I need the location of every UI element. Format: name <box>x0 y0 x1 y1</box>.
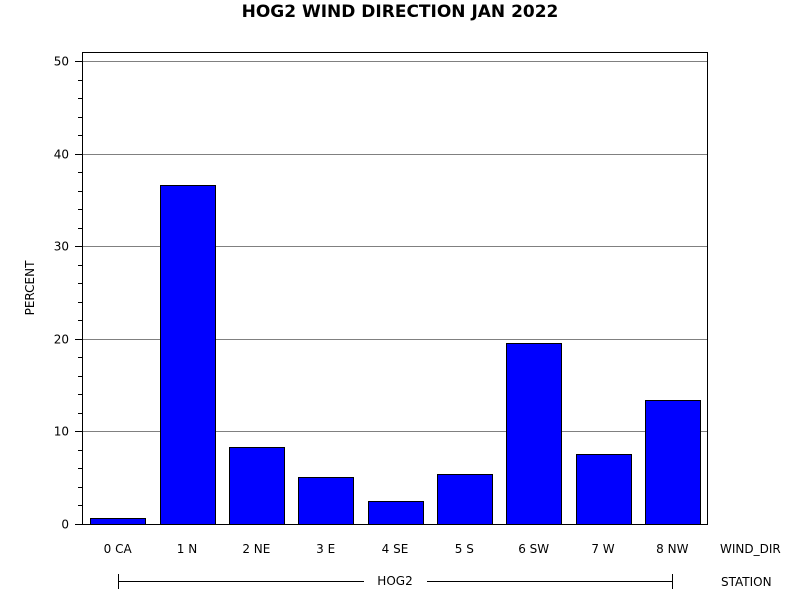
x-category-label: 3 E <box>316 542 335 556</box>
x-category-label: 2 NE <box>242 542 270 556</box>
bar <box>645 400 701 525</box>
x-category-label: 1 N <box>177 542 197 556</box>
x-axis: 0 CA 1 N 2 NE 3 E 4 SE 5 S 6 SW 7 W 8 NW <box>104 542 689 556</box>
y-tick-label: 40 <box>54 148 69 162</box>
bar <box>160 185 216 525</box>
chart-title: HOG2 WIND DIRECTION JAN 2022 <box>242 2 559 22</box>
bar <box>90 518 146 525</box>
x-category-label: 5 S <box>455 542 474 556</box>
x-category-label: 8 NW <box>656 542 688 556</box>
y-tick-label: 10 <box>54 425 69 439</box>
bar <box>298 477 354 525</box>
x-category-label: 0 CA <box>104 542 133 556</box>
x-category-label: 7 W <box>591 542 614 556</box>
station-group-label: HOG2 <box>377 574 412 588</box>
y-tick-label: 30 <box>54 240 69 254</box>
bar-layer <box>90 185 701 525</box>
wind-dir-axis-name: WIND_DIR <box>720 542 781 556</box>
y-axis: 0 10 20 30 40 50 <box>54 55 83 532</box>
y-axis-label: PERCENT <box>23 260 37 315</box>
x-category-label: 4 SE <box>382 542 409 556</box>
bar <box>368 501 424 525</box>
station-group-bracket: HOG2 <box>118 574 673 589</box>
plot-frame <box>82 52 708 525</box>
bar <box>229 447 285 525</box>
y-tick-label: 50 <box>54 55 69 69</box>
station-axis-name: STATION <box>721 575 772 589</box>
y-tick-label: 20 <box>54 333 69 347</box>
x-category-label: 6 SW <box>518 542 549 556</box>
y-tick-label: 0 <box>61 518 69 532</box>
bar <box>437 474 493 525</box>
bar <box>506 343 562 525</box>
bar <box>576 454 632 525</box>
